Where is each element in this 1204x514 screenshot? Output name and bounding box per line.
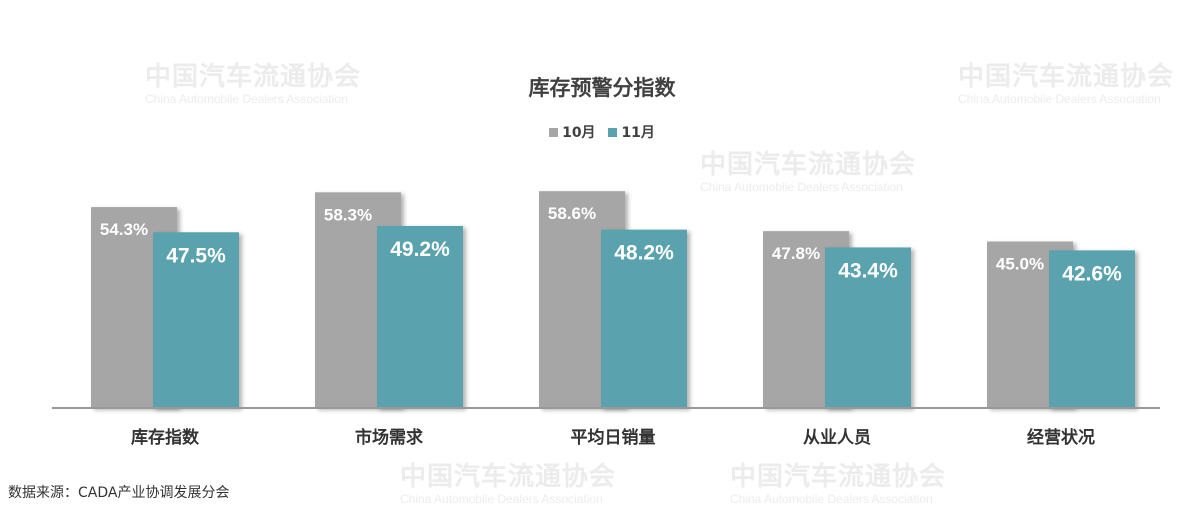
- bar: [825, 247, 911, 408]
- data-label: 42.6%: [1062, 262, 1122, 285]
- bar: [153, 232, 239, 408]
- data-label: 47.5%: [166, 244, 226, 267]
- legend-item: 10月: [549, 122, 596, 142]
- source-note: 数据来源：CADA产业协调发展分会: [8, 485, 230, 501]
- data-label: 48.2%: [614, 242, 674, 265]
- legend: 10月 11月: [0, 122, 1204, 142]
- data-label: 47.8%: [772, 244, 820, 263]
- data-label: 58.6%: [548, 204, 596, 223]
- legend-label: 11月: [621, 125, 655, 141]
- bar: [1049, 250, 1135, 408]
- bar: [377, 225, 463, 408]
- data-label: 43.4%: [838, 259, 898, 282]
- x-tick-label: 库存指数: [131, 427, 200, 448]
- bar: [601, 229, 687, 408]
- x-tick-label: 从业人员: [803, 428, 871, 448]
- legend-swatch: [608, 127, 618, 137]
- data-label: 58.3%: [324, 205, 372, 224]
- x-tick-label: 市场需求: [355, 427, 423, 448]
- x-tick-label: 经营状况: [1027, 427, 1095, 448]
- x-tick-label: 平均日销量: [571, 427, 656, 448]
- legend-label: 10月: [562, 125, 596, 141]
- legend-swatch: [549, 127, 559, 137]
- data-label: 49.2%: [390, 238, 450, 261]
- data-label: 54.3%: [100, 220, 148, 239]
- chart-title: 库存预警分指数: [528, 76, 676, 100]
- legend-item: 11月: [608, 122, 655, 142]
- data-label: 45.0%: [996, 255, 1044, 274]
